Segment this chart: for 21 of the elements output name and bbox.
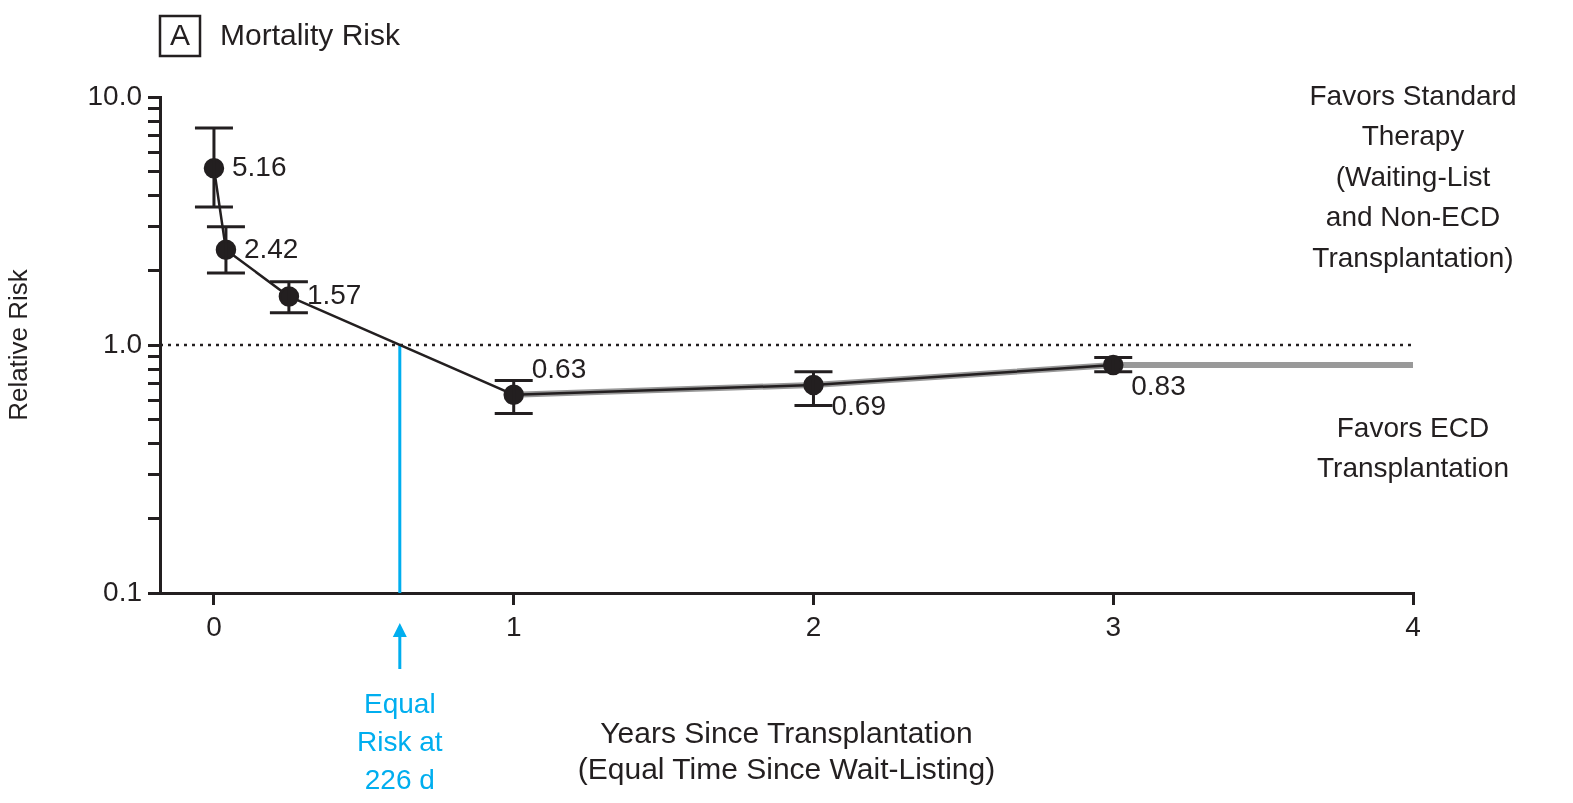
annotation: Favors ECD Transplantation	[1317, 411, 1509, 484]
y-tick-label: 1.0	[103, 327, 142, 359]
x-axis-title: Years Since Transplantation (Equal Time Since Wait-Listing)	[577, 716, 996, 786]
annotation: Favors Standard Therapy (Waiting-List and Non-ECD Transplantation)	[1309, 79, 1517, 273]
chart-title: Mortality Risk	[220, 18, 402, 52]
x-tick-label: 0	[206, 610, 222, 642]
y-axis-title: Relative Risk	[2, 268, 33, 421]
text: A	[170, 18, 191, 52]
data-label: 5.16	[231, 150, 287, 182]
data-label: 1.57	[306, 279, 362, 311]
y-tick-label: 0.1	[103, 575, 142, 607]
x-tick-label: 1	[505, 610, 522, 642]
x-tick-label: 4	[1405, 610, 1421, 642]
x-tick-label: 2	[805, 610, 822, 642]
ref-line-label: Equal Risk at 226 d	[357, 687, 443, 795]
data-label: 0.63	[531, 353, 587, 385]
y-tick-label: 10.0	[87, 79, 142, 111]
data-label: 2.42	[243, 232, 299, 264]
data-label: 0.83	[1131, 369, 1186, 401]
x-tick-label: 3	[1105, 610, 1122, 642]
data-label: 0.69	[831, 389, 886, 421]
